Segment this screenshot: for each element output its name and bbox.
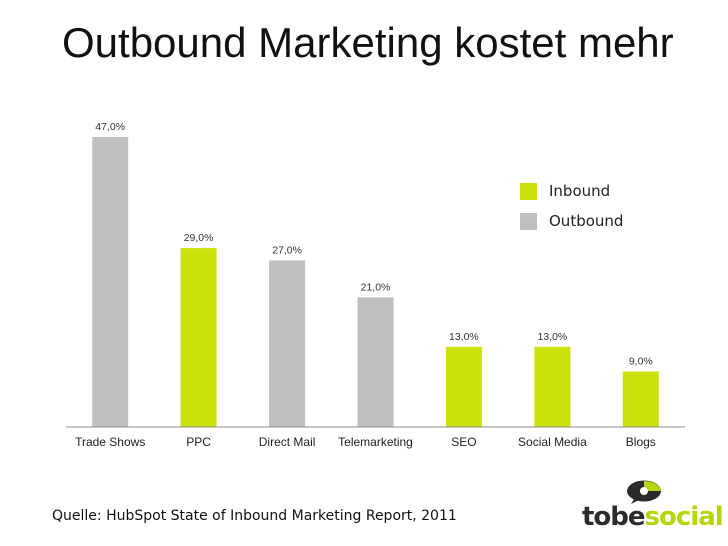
data-label-direct-mail: 27,0% bbox=[272, 244, 302, 256]
logo-wordmark: tobesocial bbox=[582, 502, 724, 532]
bar-seo bbox=[445, 346, 482, 427]
tick-label-ppc: PPC bbox=[186, 435, 211, 449]
data-label-telemarketing: 21,0% bbox=[361, 281, 391, 293]
data-label-ppc: 29,0% bbox=[184, 232, 214, 244]
chart-legend: Inbound Outbound bbox=[520, 180, 623, 240]
tobesocial-logo: tobesocial bbox=[582, 478, 724, 538]
legend-swatch-inbound bbox=[520, 182, 537, 200]
bar-social-media bbox=[534, 346, 571, 427]
bar-telemarketing bbox=[357, 297, 394, 427]
data-label-blogs: 9,0% bbox=[629, 356, 653, 368]
bar-trade-shows bbox=[92, 137, 129, 427]
data-label-social-media: 13,0% bbox=[538, 331, 568, 343]
data-label-seo: 13,0% bbox=[449, 331, 479, 343]
tick-label-seo: SEO bbox=[451, 435, 476, 449]
legend-swatch-outbound bbox=[520, 212, 537, 230]
tick-label-trade-shows: Trade Shows bbox=[75, 435, 145, 449]
page-title: Outbound Marketing kostet mehr bbox=[62, 19, 674, 66]
logo-text-dark: tobe bbox=[582, 502, 646, 532]
legend-label-outbound: Outbound bbox=[549, 212, 624, 230]
tick-label-social-media: Social Media bbox=[518, 435, 587, 449]
legend-label-inbound: Inbound bbox=[549, 182, 611, 200]
logo-text-green: social bbox=[644, 502, 724, 532]
bar-direct-mail bbox=[269, 260, 306, 427]
tick-label-telemarketing: Telemarketing bbox=[338, 435, 413, 449]
source-note: Quelle: HubSpot State of Inbound Marketi… bbox=[52, 508, 457, 524]
legend-item-inbound: Inbound bbox=[520, 180, 623, 202]
data-label-trade-shows: 47,0% bbox=[95, 121, 125, 133]
bar-blogs bbox=[622, 371, 659, 427]
tick-label-blogs: Blogs bbox=[626, 435, 656, 449]
speech-bubble-logo-icon bbox=[627, 480, 661, 504]
bar-ppc bbox=[180, 248, 217, 427]
legend-item-outbound: Outbound bbox=[520, 210, 623, 232]
tick-label-direct-mail: Direct Mail bbox=[259, 435, 316, 449]
